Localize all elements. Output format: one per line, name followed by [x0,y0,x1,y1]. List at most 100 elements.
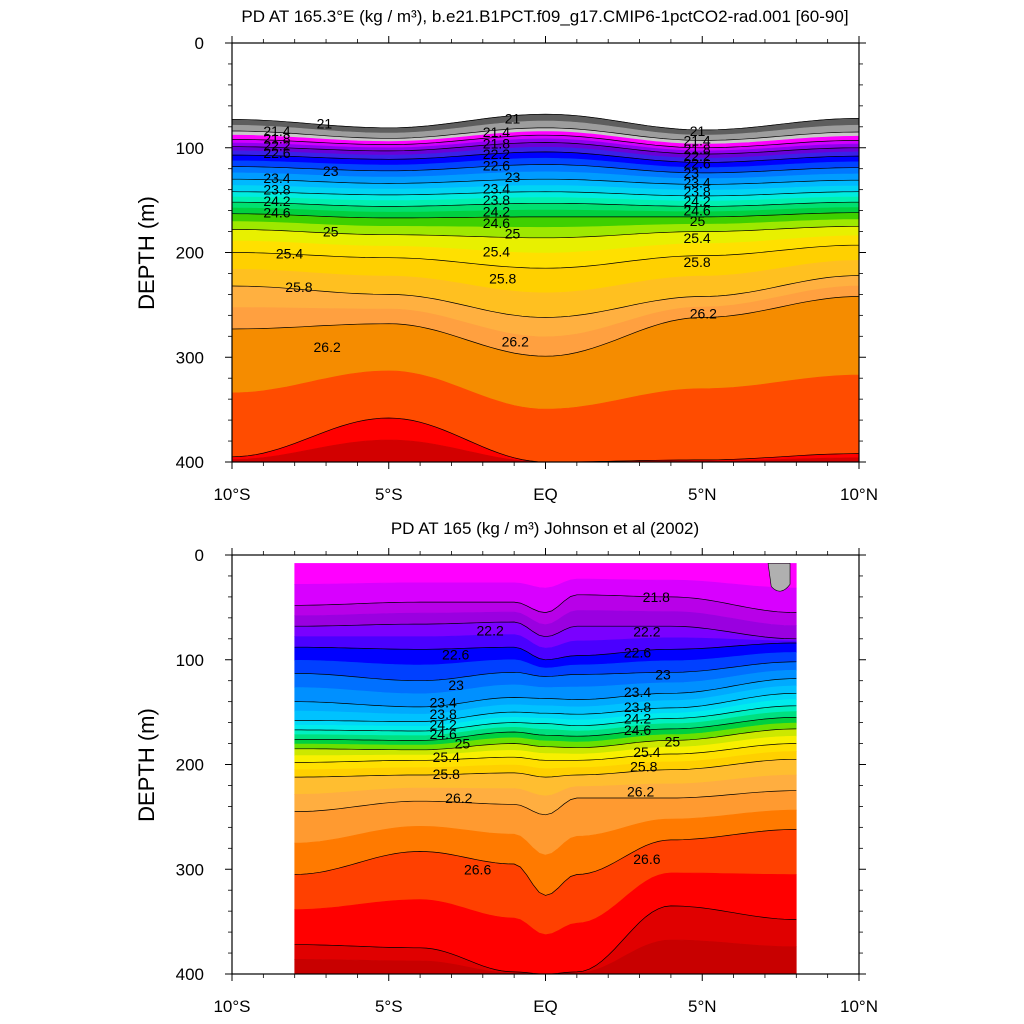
y-tick-label: 400 [176,965,204,984]
contour-label: 23.4 [624,684,651,700]
y-axis-title: DEPTH (m) [134,196,159,310]
x-tick-label: 5°N [688,485,717,504]
contour-line [294,661,797,682]
contour-line [232,113,860,131]
y-tick-label: 300 [176,348,204,367]
y-tick-label: 400 [176,453,204,472]
contour-line [294,790,797,816]
contour-label: 21.8 [483,136,510,152]
contour-line [294,743,797,763]
contour-label: 22.2 [477,622,504,638]
contour-line [231,275,860,318]
contour-label: 22.2 [633,623,660,639]
contour-label: 23 [655,666,671,682]
contour-label: 26.2 [445,790,472,806]
contour-label: 26.2 [690,305,717,321]
contour-line [294,728,797,751]
x-tick-label: 10°S [213,997,250,1016]
contour-line [294,692,797,722]
contour-line [232,134,860,149]
contour-label: 23.4 [430,695,457,711]
contour-label: 26.2 [314,339,341,355]
x-tick-label: 10°N [840,485,878,504]
contour-labels: 2121.421.822.222.62323.423.824.224.62525… [263,110,717,354]
contour-label: 23.4 [683,174,710,190]
contour-label: 24.6 [483,215,510,231]
contour-label: 25.4 [683,230,710,246]
contour-label: 23.8 [624,699,651,715]
contour-label: 24.6 [263,205,290,221]
contour-label: 24.2 [624,710,651,726]
contour-line [294,621,797,640]
contour-label: 23.8 [683,184,710,200]
contour-label: 25 [323,224,339,240]
x-tick-label: 5°S [375,485,403,504]
contour-label: 23.8 [263,182,290,198]
contour-label: 26.2 [627,784,654,800]
contour-label: 21.4 [263,123,290,139]
contour-label: 25.4 [483,243,510,259]
x-tick-label: 10°N [840,997,878,1016]
contour-line [232,151,860,163]
contour-line [294,705,797,732]
contour-label: 24.6 [624,722,651,738]
y-tick-label: 300 [176,860,204,879]
contour-label: 25.4 [276,246,303,262]
x-tick-label: EQ [533,997,558,1016]
panel-title: PD AT 165.3°E (kg / m³), b.e21.B1PCT.f09… [241,7,848,26]
contour-label: 25.8 [285,279,312,295]
contour-label: 25.8 [489,271,516,287]
contour-line [294,829,797,896]
contour-label: 21 [317,116,333,132]
contour-label: 25.4 [633,744,660,760]
contour-label: 22.2 [683,148,710,164]
contour-line [294,642,797,661]
contour-line [231,191,860,197]
x-tick-label: 5°S [375,997,403,1016]
contour-label: 24.6 [683,203,710,219]
x-tick-label: EQ [533,485,558,504]
contour-label: 25 [665,733,681,749]
contour-line [232,225,859,239]
axes: 0 100 200 300 400 10°S 5°S EQ 5°N 10°N [176,34,878,504]
contour-line [231,296,860,357]
axes: 0 100 200 300 400 10°S 5°S EQ 5°N 10°N [176,546,878,1016]
contour-label: 24.2 [430,717,457,733]
contour-label: 22.2 [483,146,510,162]
contour-label: 23 [323,163,339,179]
contour-line [232,201,859,207]
contour-label: 21.8 [643,589,670,605]
contour-label: 23 [448,677,464,693]
y-tick-label: 100 [176,651,204,670]
contour-line [232,164,859,174]
contour-label: 25 [505,226,521,242]
contour-line [232,244,859,269]
contour-line [232,127,860,141]
contour-label: 22.6 [442,647,469,663]
x-tick-label: 10°S [213,485,250,504]
contour-label: 24.2 [683,193,710,209]
y-tick-label: 200 [176,756,204,775]
contour-label: 23.4 [263,170,290,186]
contour-line [232,178,859,185]
contour-label: 21.4 [683,132,710,148]
contour-label: 25.8 [433,766,460,782]
contour-label: 21.8 [263,130,290,146]
contour-label: 24.2 [263,193,290,209]
y-tick-label: 0 [195,546,204,565]
contour-line [232,142,859,155]
y-tick-label: 0 [195,34,204,53]
contour-label: 26.2 [502,334,529,350]
contour-label: 25.8 [630,759,657,775]
panel-title: PD AT 165 (kg / m³) Johnson et al (2002) [391,519,699,538]
contour-label: 23.8 [483,192,510,208]
contour-label: 22.2 [263,138,290,154]
contour-label: 22.6 [483,158,510,174]
missing-data-patch [767,563,791,592]
contour-label: 22.6 [683,155,710,171]
contour-label: 24.2 [483,204,510,220]
contour-line [294,758,797,778]
contour-label: 25.8 [683,254,710,270]
contour-label: 23 [683,165,699,181]
